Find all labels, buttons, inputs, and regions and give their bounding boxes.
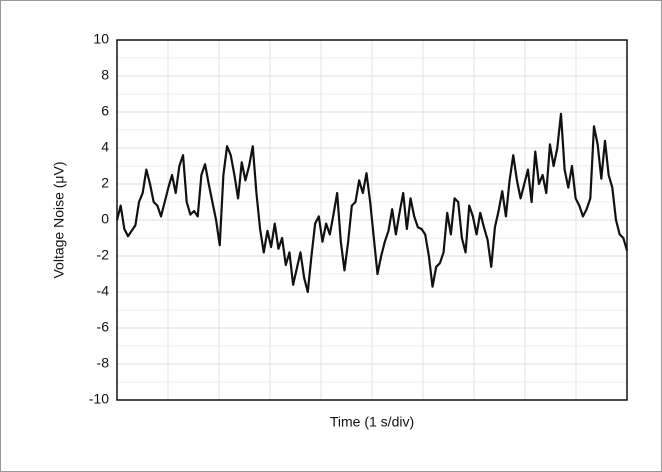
- noise-trace: [115, 112, 629, 294]
- y-tick-label: 4: [101, 139, 109, 155]
- y-tick-label: -8: [97, 355, 110, 371]
- y-tick-label: -2: [97, 247, 110, 263]
- y-tick-label: 0: [101, 211, 109, 227]
- y-axis-title: Voltage Noise (μV): [51, 161, 67, 278]
- y-tick-label: 2: [101, 175, 109, 191]
- y-tick-label: -6: [97, 319, 110, 335]
- y-tick-label: 6: [101, 103, 109, 119]
- y-tick-label: 10: [93, 31, 109, 47]
- x-axis-title: Time (1 s/div): [330, 414, 414, 430]
- y-tick-label: -10: [89, 391, 109, 407]
- y-tick-label: 8: [101, 67, 109, 83]
- y-tick-label: -4: [97, 283, 110, 299]
